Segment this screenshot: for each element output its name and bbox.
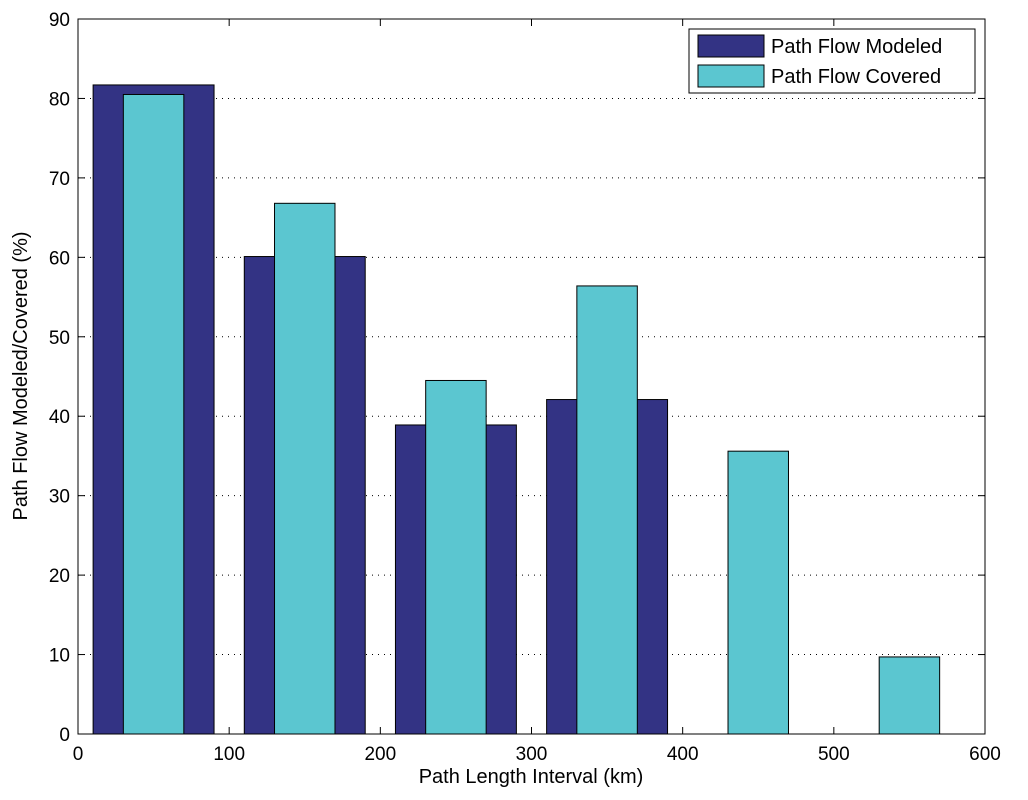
- y-tick-label: 80: [49, 89, 70, 110]
- y-tick-label: 60: [49, 248, 70, 269]
- bars: [92, 84, 941, 735]
- y-axis-label: Path Flow Modeled/Covered (%): [10, 231, 32, 520]
- x-tick-label: 400: [667, 744, 699, 765]
- y-tick-label: 40: [49, 407, 70, 428]
- x-tick-label: 100: [213, 744, 245, 765]
- x-tick-label: 300: [516, 744, 548, 765]
- bar-covered: [122, 93, 185, 735]
- y-tick-label: 0: [59, 725, 70, 746]
- x-tick-label: 200: [364, 744, 396, 765]
- plot-area: [78, 19, 985, 734]
- legend-label: Path Flow Covered: [771, 66, 941, 88]
- legend-swatch: [697, 64, 765, 88]
- y-tick-label: 90: [49, 10, 70, 31]
- x-tick-label: 0: [73, 744, 84, 765]
- axis-ticks: 0 100 200 300 400 500 600 0 10 20 30 40 50 60 70 80 90: [49, 10, 1001, 765]
- bar-covered: [425, 379, 487, 735]
- legend-label: Path Flow Modeled: [771, 36, 942, 58]
- bar-covered: [878, 656, 941, 735]
- y-tick-label: 50: [49, 328, 70, 349]
- legend-swatch: [697, 34, 765, 58]
- y-tick-label: 10: [49, 646, 70, 667]
- y-tick-label: 30: [49, 487, 70, 508]
- y-tick-label: 70: [49, 169, 70, 190]
- x-tick-label: 500: [818, 744, 850, 765]
- bar-covered: [576, 285, 638, 735]
- bar-covered: [274, 202, 336, 735]
- x-axis-label: Path Length Interval (km): [419, 766, 644, 788]
- x-tick-label: 600: [969, 744, 1001, 765]
- bar-covered: [727, 450, 789, 735]
- legend: Path Flow Modeled Path Flow Covered: [688, 28, 976, 94]
- y-tick-label: 20: [49, 566, 70, 587]
